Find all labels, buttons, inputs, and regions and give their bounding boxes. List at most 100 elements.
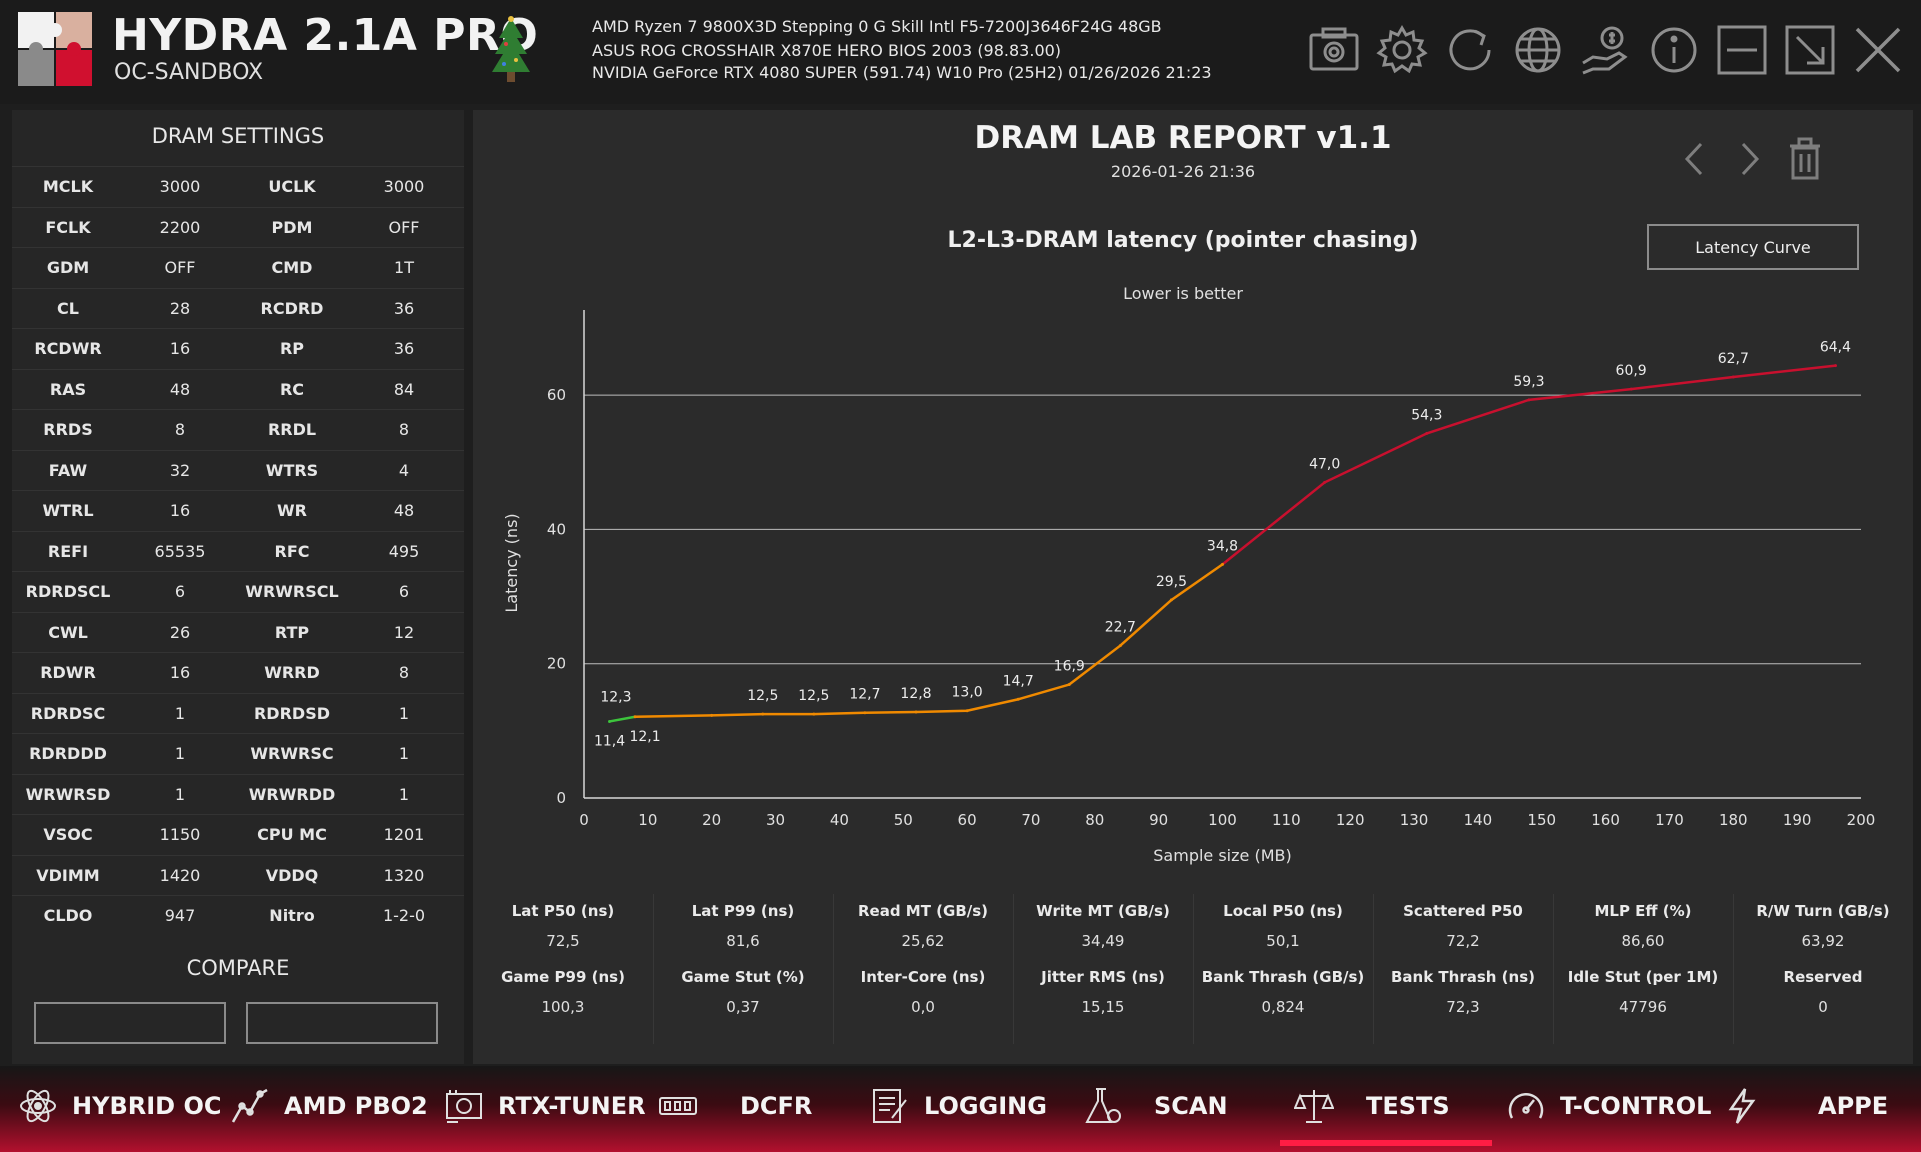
dram-row: RDWR 16 WRRD 8 — [12, 652, 464, 693]
language-button[interactable] — [1510, 20, 1565, 80]
timing-value: 16 — [169, 339, 191, 359]
minimize-button[interactable] — [1714, 20, 1769, 80]
x-tick-label: 120 — [1336, 811, 1365, 829]
timing-value: 1-2-0 — [382, 906, 426, 926]
timing-value: 16 — [169, 501, 191, 521]
data-point — [965, 709, 969, 713]
data-point — [812, 712, 816, 716]
timing-name: FAW — [48, 460, 88, 480]
timing-value: 6 — [174, 582, 186, 602]
nav-label: LOGGING — [924, 1092, 1047, 1120]
stat-label: MLP Eff (%) — [1594, 902, 1692, 920]
timing-name: WTRS — [265, 460, 319, 480]
about-button[interactable] — [1646, 20, 1701, 80]
nav-tests[interactable]: TESTS — [1294, 1066, 1450, 1146]
stat-cell: Bank Thrash (GB/s) 0,824 — [1194, 968, 1372, 1016]
close-button[interactable] — [1850, 20, 1905, 80]
settings-button[interactable] — [1374, 20, 1429, 80]
previous-report-icon[interactable] — [1675, 134, 1715, 184]
dram-row: RAS 48 RC 84 — [12, 368, 464, 410]
x-tick-label: 50 — [894, 811, 913, 829]
stat-divider — [1013, 894, 1014, 1044]
timing-name: GDM — [46, 258, 90, 278]
timing-name: WRWRDD — [248, 784, 336, 804]
latency-curve-button[interactable]: Latency Curve — [1647, 224, 1859, 270]
stat-value: 0,0 — [911, 998, 935, 1016]
nav-label: TESTS — [1366, 1092, 1450, 1120]
stat-cell: Game P99 (ns) 100,3 — [474, 968, 652, 1016]
timing-name: CL — [57, 298, 79, 318]
timing-name: Nitro — [269, 906, 315, 926]
timing-value: 4 — [398, 460, 410, 480]
data-point — [1221, 562, 1224, 566]
nav-logging[interactable]: LOGGING — [870, 1066, 1047, 1146]
restore-icon — [1785, 25, 1834, 75]
dram-settings-heading: DRAM SETTINGS — [151, 124, 325, 148]
x-tick-label: 130 — [1400, 811, 1429, 829]
stat-value: 86,60 — [1621, 932, 1665, 950]
timing-name: RCDWR — [34, 339, 102, 359]
x-tick-label: 60 — [958, 811, 977, 829]
screenshot-button[interactable] — [1306, 20, 1361, 80]
restore-button[interactable] — [1782, 20, 1837, 80]
stat-value: 72,5 — [546, 932, 580, 950]
stat-label: Reserved — [1783, 968, 1863, 986]
stat-divider — [1553, 894, 1554, 1044]
flask-icon — [1085, 1088, 1121, 1123]
donate-button[interactable] — [1578, 20, 1633, 80]
dram-row: VSOC 1150 CPU MC 1201 — [12, 814, 464, 855]
nav-appe[interactable]: APPE — [1722, 1066, 1888, 1146]
stat-label: Local P50 (ns) — [1223, 902, 1343, 920]
nav-scan[interactable]: SCAN — [1082, 1066, 1228, 1146]
curve-icon — [231, 1088, 268, 1123]
compare-slot-2[interactable] — [246, 1002, 438, 1044]
camera-icon — [1309, 27, 1358, 71]
y-axis-label: Latency (ns) — [502, 513, 521, 612]
data-point — [1629, 387, 1633, 391]
timing-name: PDM — [271, 217, 313, 237]
nav-hybrid-oc[interactable]: HYBRID OC — [18, 1066, 221, 1146]
stat-label: Bank Thrash (ns) — [1390, 968, 1535, 986]
timing-name: VSOC — [43, 825, 93, 845]
x-tick-label: 170 — [1655, 811, 1684, 829]
dram-row: RDRDSCL 6 WRWRSCL 6 — [12, 571, 464, 612]
refresh-button[interactable] — [1442, 20, 1497, 80]
nav-dcfr[interactable]: DCFR — [658, 1066, 812, 1146]
next-report-icon[interactable] — [1729, 134, 1769, 184]
data-point — [1425, 431, 1429, 435]
timing-name: RAS — [49, 379, 87, 399]
timing-value: 1 — [174, 744, 186, 764]
report-panel: 0 20 40 60 0 10 20 30 40 50 60 70 80 90 100 110 120 130 14… — [473, 110, 1913, 1064]
data-point — [1067, 683, 1071, 687]
stat-value: 50,1 — [1266, 932, 1300, 950]
stat-cell: Write MT (GB/s) 34,49 — [1014, 902, 1192, 950]
timing-name: RDRDSC — [30, 703, 106, 723]
compare-slot-1[interactable] — [34, 1002, 226, 1044]
timing-value: 36 — [393, 298, 415, 318]
nav-t-control[interactable]: T-CONTROL — [1506, 1066, 1711, 1146]
data-point — [1731, 375, 1735, 379]
trash-icon[interactable] — [1785, 134, 1825, 184]
nav-rtx-tuner[interactable]: RTX-TUNER — [444, 1066, 646, 1146]
stat-label: Game Stut (%) — [681, 968, 805, 986]
nav-label: APPE — [1818, 1092, 1889, 1120]
timing-value: 1 — [398, 744, 410, 764]
christmas-tree-icon — [492, 16, 530, 82]
stat-cell: Inter-Core (ns) 0,0 — [834, 968, 1012, 1016]
stat-label: Read MT (GB/s) — [857, 902, 989, 920]
timing-name: UCLK — [268, 177, 316, 197]
y-tick-label: 0 — [556, 789, 566, 807]
timing-value: 65535 — [154, 541, 206, 561]
timing-value: 947 — [164, 906, 196, 926]
data-label: 59,3 — [1513, 374, 1544, 390]
dram-row: WTRL 16 WR 48 — [12, 490, 464, 531]
data-point — [914, 710, 918, 714]
stat-value: 0,37 — [726, 998, 760, 1016]
cpu-memory-info: AMD Ryzen 7 9800X3D Stepping 0 G Skill I… — [592, 17, 1162, 36]
timing-name: RDRDSD — [253, 703, 330, 723]
data-label: 22,7 — [1105, 620, 1136, 636]
y-tick-label: 60 — [547, 386, 566, 404]
stat-label: Lat P99 (ns) — [691, 902, 795, 920]
data-point — [1527, 398, 1531, 402]
nav-amd-pbo2[interactable]: AMD PBO2 — [230, 1066, 428, 1146]
